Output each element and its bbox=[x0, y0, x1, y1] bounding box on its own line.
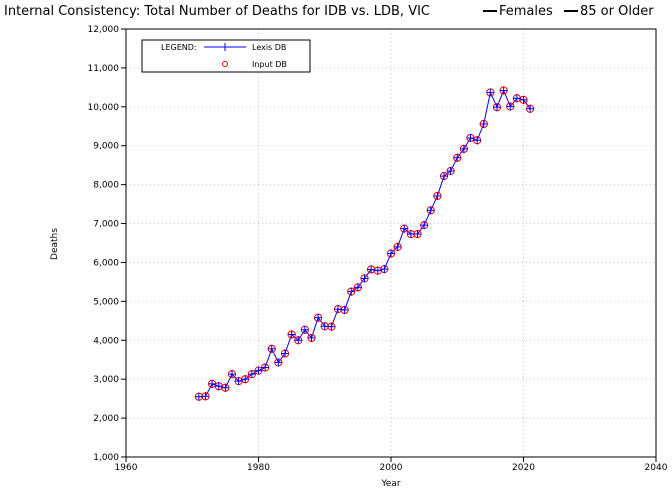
point-lexis-db bbox=[353, 283, 362, 292]
point-lexis-db bbox=[446, 167, 455, 176]
y-tick-label: 2,000 bbox=[93, 414, 119, 424]
x-tick-label: 2000 bbox=[380, 463, 403, 473]
point-lexis-db bbox=[380, 265, 389, 274]
point-lexis-db bbox=[281, 349, 289, 358]
point-lexis-db bbox=[367, 265, 376, 274]
point-lexis-db bbox=[228, 370, 236, 379]
point-lexis-db bbox=[254, 366, 263, 375]
point-lexis-db bbox=[307, 333, 316, 342]
legend-title: LEGEND: bbox=[161, 43, 197, 52]
point-lexis-db bbox=[387, 249, 395, 258]
point-lexis-db bbox=[459, 144, 468, 153]
y-tick-label: 1,000 bbox=[93, 453, 119, 463]
point-lexis-db bbox=[433, 191, 442, 200]
y-tick-label: 12,000 bbox=[88, 25, 120, 35]
point-lexis-db bbox=[506, 102, 515, 111]
point-lexis-db bbox=[420, 221, 429, 230]
point-lexis-db bbox=[340, 305, 349, 314]
point-lexis-db bbox=[208, 379, 217, 388]
point-lexis-db bbox=[267, 344, 276, 353]
point-lexis-db bbox=[294, 336, 303, 345]
y-tick-label: 6,000 bbox=[93, 258, 119, 268]
y-tick-label: 10,000 bbox=[88, 103, 120, 113]
y-axis: 1,000 2,000 3,000 4,000 5,000 6,000 7,000 8,000… bbox=[88, 25, 126, 463]
point-lexis-db bbox=[466, 133, 475, 142]
y-axis-label: Deaths bbox=[50, 228, 60, 260]
y-tick-label: 4,000 bbox=[93, 336, 119, 346]
legend-box bbox=[141, 39, 311, 73]
point-lexis-db bbox=[334, 305, 342, 314]
point-lexis-db bbox=[400, 224, 409, 233]
legend-entry-lexis: Lexis DB bbox=[252, 43, 286, 52]
x-tick-label: 2020 bbox=[512, 463, 535, 473]
point-lexis-db bbox=[327, 322, 336, 331]
y-tick-label: 3,000 bbox=[93, 375, 119, 385]
point-lexis-db bbox=[373, 266, 382, 275]
point-lexis-db bbox=[486, 88, 495, 97]
point-lexis-db bbox=[526, 104, 535, 113]
point-lexis-db bbox=[300, 325, 309, 334]
point-lexis-db bbox=[473, 136, 482, 145]
point-lexis-db bbox=[221, 383, 230, 392]
point-lexis-db bbox=[274, 358, 283, 367]
point-lexis-db bbox=[493, 103, 501, 112]
point-lexis-db bbox=[287, 330, 296, 339]
y-tick-label: 8,000 bbox=[93, 181, 119, 191]
point-lexis-db bbox=[512, 94, 521, 103]
point-lexis-db bbox=[261, 363, 270, 372]
x-axis: 1960 1980 2000 2020 2040 bbox=[115, 457, 668, 473]
point-lexis-db bbox=[519, 95, 528, 104]
point-lexis-db bbox=[234, 377, 243, 386]
y-tick-label: 5,000 bbox=[93, 297, 119, 307]
point-lexis-db bbox=[201, 392, 210, 401]
title-tag-age: 85 or Older bbox=[580, 4, 654, 19]
title-tag-females: Females bbox=[499, 4, 553, 19]
point-lexis-db bbox=[499, 86, 508, 95]
x-tick-label: 1960 bbox=[115, 463, 138, 473]
point-lexis-db bbox=[440, 172, 448, 181]
y-tick-label: 9,000 bbox=[93, 142, 119, 152]
point-lexis-db bbox=[247, 370, 256, 379]
x-axis-label: Year bbox=[380, 479, 400, 488]
y-tick-label: 11,000 bbox=[88, 64, 120, 74]
legend: LEGEND: Lexis DB Input DB bbox=[141, 39, 311, 73]
point-lexis-db bbox=[453, 153, 462, 162]
legend-input-marker bbox=[222, 61, 228, 67]
point-lexis-db bbox=[393, 242, 402, 251]
point-lexis-db bbox=[479, 119, 488, 128]
series-markers bbox=[194, 86, 535, 401]
point-lexis-db bbox=[347, 287, 356, 296]
x-tick-label: 2040 bbox=[645, 463, 668, 473]
point-lexis-db bbox=[214, 382, 223, 391]
chart-title: Internal Consistency: Total Number of De… bbox=[4, 4, 430, 19]
legend-entry-input: Input DB bbox=[252, 60, 287, 69]
point-lexis-db bbox=[314, 313, 323, 322]
point-lexis-db bbox=[413, 230, 422, 239]
y-tick-label: 7,000 bbox=[93, 220, 119, 230]
point-lexis-db bbox=[241, 375, 250, 384]
point-lexis-db bbox=[360, 274, 369, 283]
x-tick-label: 1980 bbox=[247, 463, 270, 473]
point-lexis-db bbox=[426, 206, 435, 215]
